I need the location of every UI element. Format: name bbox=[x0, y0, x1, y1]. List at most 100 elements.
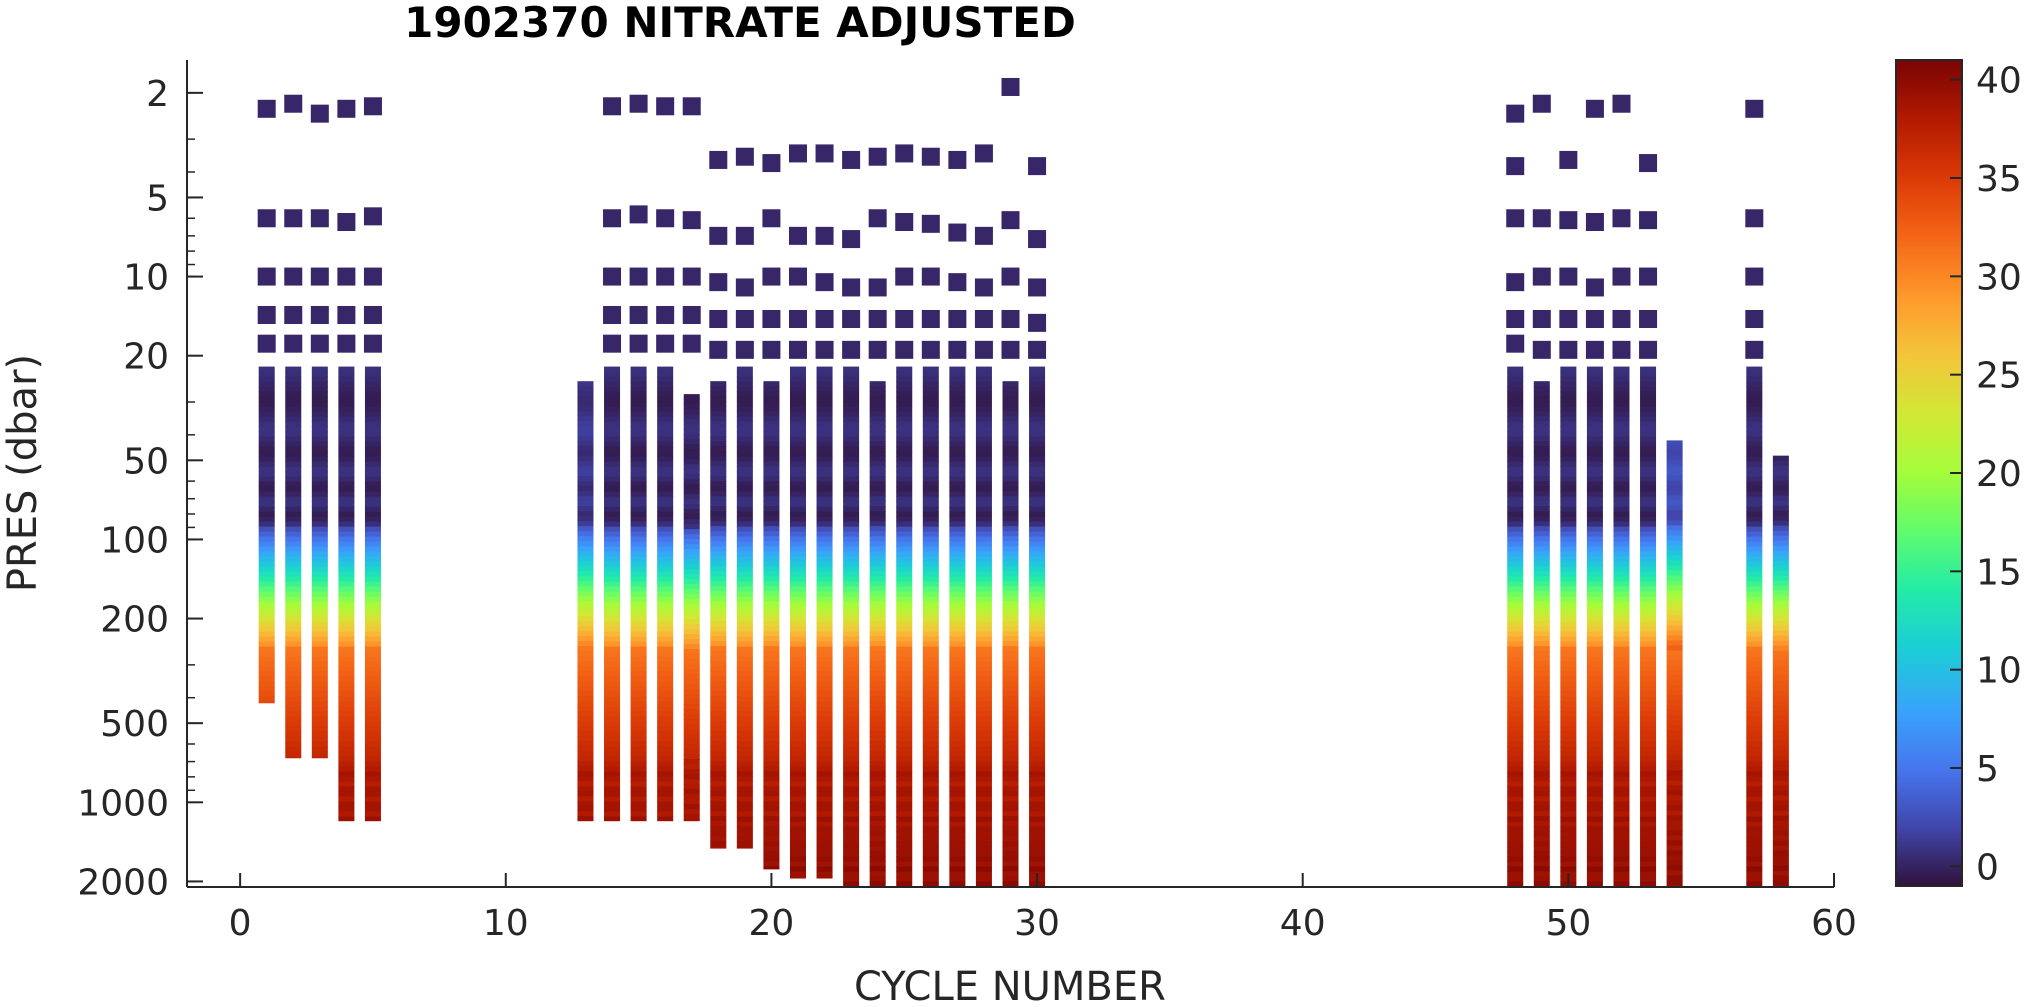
profile-segment bbox=[1029, 676, 1046, 683]
profile-segment bbox=[1746, 591, 1763, 598]
profile-segment bbox=[1029, 481, 1046, 488]
profile-segment bbox=[1002, 861, 1019, 867]
surface-sample bbox=[709, 226, 728, 245]
profile-segment bbox=[604, 781, 621, 788]
profile-segment bbox=[657, 541, 674, 548]
profile-segment bbox=[1613, 576, 1630, 583]
profile-segment bbox=[1507, 766, 1524, 773]
surface-sample bbox=[868, 209, 887, 228]
profile-segment bbox=[710, 686, 727, 692]
profile-segment bbox=[1002, 701, 1019, 707]
profile-segment bbox=[1029, 411, 1046, 418]
profile-segment bbox=[1507, 786, 1524, 793]
profile-segment bbox=[922, 796, 939, 803]
surface-sample bbox=[1612, 267, 1631, 286]
profile-segment bbox=[949, 601, 966, 608]
profile-segment bbox=[1746, 646, 1763, 653]
surface-sample bbox=[337, 334, 356, 353]
profile-segment bbox=[1560, 666, 1577, 673]
profile-segment bbox=[922, 681, 939, 688]
surface-sample bbox=[284, 209, 303, 228]
surface-sample bbox=[1506, 334, 1525, 353]
profile-segment bbox=[949, 596, 966, 603]
profile-segment bbox=[577, 546, 594, 552]
profile-segment bbox=[630, 811, 647, 818]
profile-segment bbox=[1002, 766, 1019, 772]
profile-segment bbox=[1613, 566, 1630, 573]
surface-sample bbox=[1559, 267, 1578, 286]
profile-segment bbox=[736, 826, 753, 833]
surface-sample bbox=[1532, 267, 1551, 286]
surface-sample bbox=[656, 334, 675, 353]
surface-sample bbox=[310, 209, 329, 228]
profile-segment bbox=[789, 746, 806, 753]
profile-segment bbox=[975, 376, 992, 383]
profile-segment bbox=[975, 511, 992, 518]
surface-sample bbox=[1612, 94, 1631, 113]
profile-segment bbox=[285, 501, 302, 508]
profile-segment bbox=[949, 781, 966, 788]
profile-segment bbox=[869, 626, 886, 632]
profile-segment bbox=[1772, 850, 1789, 857]
profile-segment bbox=[1640, 426, 1657, 433]
profile-segment bbox=[683, 559, 700, 565]
profile-segment bbox=[1002, 786, 1019, 792]
profile-segment bbox=[949, 796, 966, 803]
profile-segment bbox=[763, 401, 780, 407]
profile-segment bbox=[949, 511, 966, 518]
profile-segment bbox=[975, 656, 992, 663]
profile-segment bbox=[1586, 491, 1603, 498]
profile-segment bbox=[949, 366, 966, 373]
profile-segment bbox=[338, 561, 355, 568]
profile-segment bbox=[1586, 751, 1603, 758]
profile-segment bbox=[763, 496, 780, 502]
profile-segment bbox=[630, 646, 647, 653]
profile-segment bbox=[816, 366, 833, 373]
profile-segment bbox=[896, 866, 913, 873]
profile-segment bbox=[1666, 805, 1683, 812]
profile-segment bbox=[816, 821, 833, 828]
profile-segment bbox=[789, 436, 806, 443]
profile-segment bbox=[843, 396, 860, 403]
profile-segment bbox=[604, 431, 621, 438]
profile-segment bbox=[1772, 860, 1789, 867]
profile-segment bbox=[1666, 510, 1683, 517]
profile-segment bbox=[789, 481, 806, 488]
y-tick-label: 100 bbox=[100, 520, 169, 561]
profile-segment bbox=[338, 551, 355, 558]
profile-segment bbox=[710, 771, 727, 777]
profile-segment bbox=[789, 446, 806, 453]
profile-segment bbox=[604, 466, 621, 473]
profile-segment bbox=[1029, 711, 1046, 718]
profile-segment bbox=[1640, 416, 1657, 423]
profile-segment bbox=[843, 631, 860, 638]
profile-segment bbox=[657, 641, 674, 648]
profile-segment bbox=[1772, 505, 1789, 512]
profile-segment bbox=[285, 751, 302, 758]
profile-segment bbox=[1533, 816, 1550, 822]
profile-segment bbox=[949, 806, 966, 813]
profile-segment bbox=[843, 366, 860, 373]
profile-segment bbox=[258, 526, 275, 533]
profile-segment bbox=[710, 621, 727, 627]
profile-segment bbox=[922, 566, 939, 573]
profile-segment bbox=[1002, 661, 1019, 667]
profile-segment bbox=[258, 556, 275, 563]
profile-segment bbox=[869, 651, 886, 657]
profile-segment bbox=[922, 446, 939, 453]
profile-segment bbox=[789, 471, 806, 478]
profile-segment bbox=[1640, 511, 1657, 518]
profile-segment bbox=[896, 481, 913, 488]
profile-segment bbox=[1640, 811, 1657, 818]
profile-segment bbox=[604, 551, 621, 558]
profile-segment bbox=[364, 801, 381, 808]
profile-segment bbox=[1029, 646, 1046, 653]
profile-segment bbox=[922, 541, 939, 548]
profile-segment bbox=[1772, 595, 1789, 602]
profile-segment bbox=[763, 411, 780, 417]
profile-segment bbox=[789, 656, 806, 663]
plot-area bbox=[257, 77, 1789, 887]
profile-segment bbox=[364, 601, 381, 608]
profile-segment bbox=[1772, 615, 1789, 622]
profile-segment bbox=[1613, 821, 1630, 828]
